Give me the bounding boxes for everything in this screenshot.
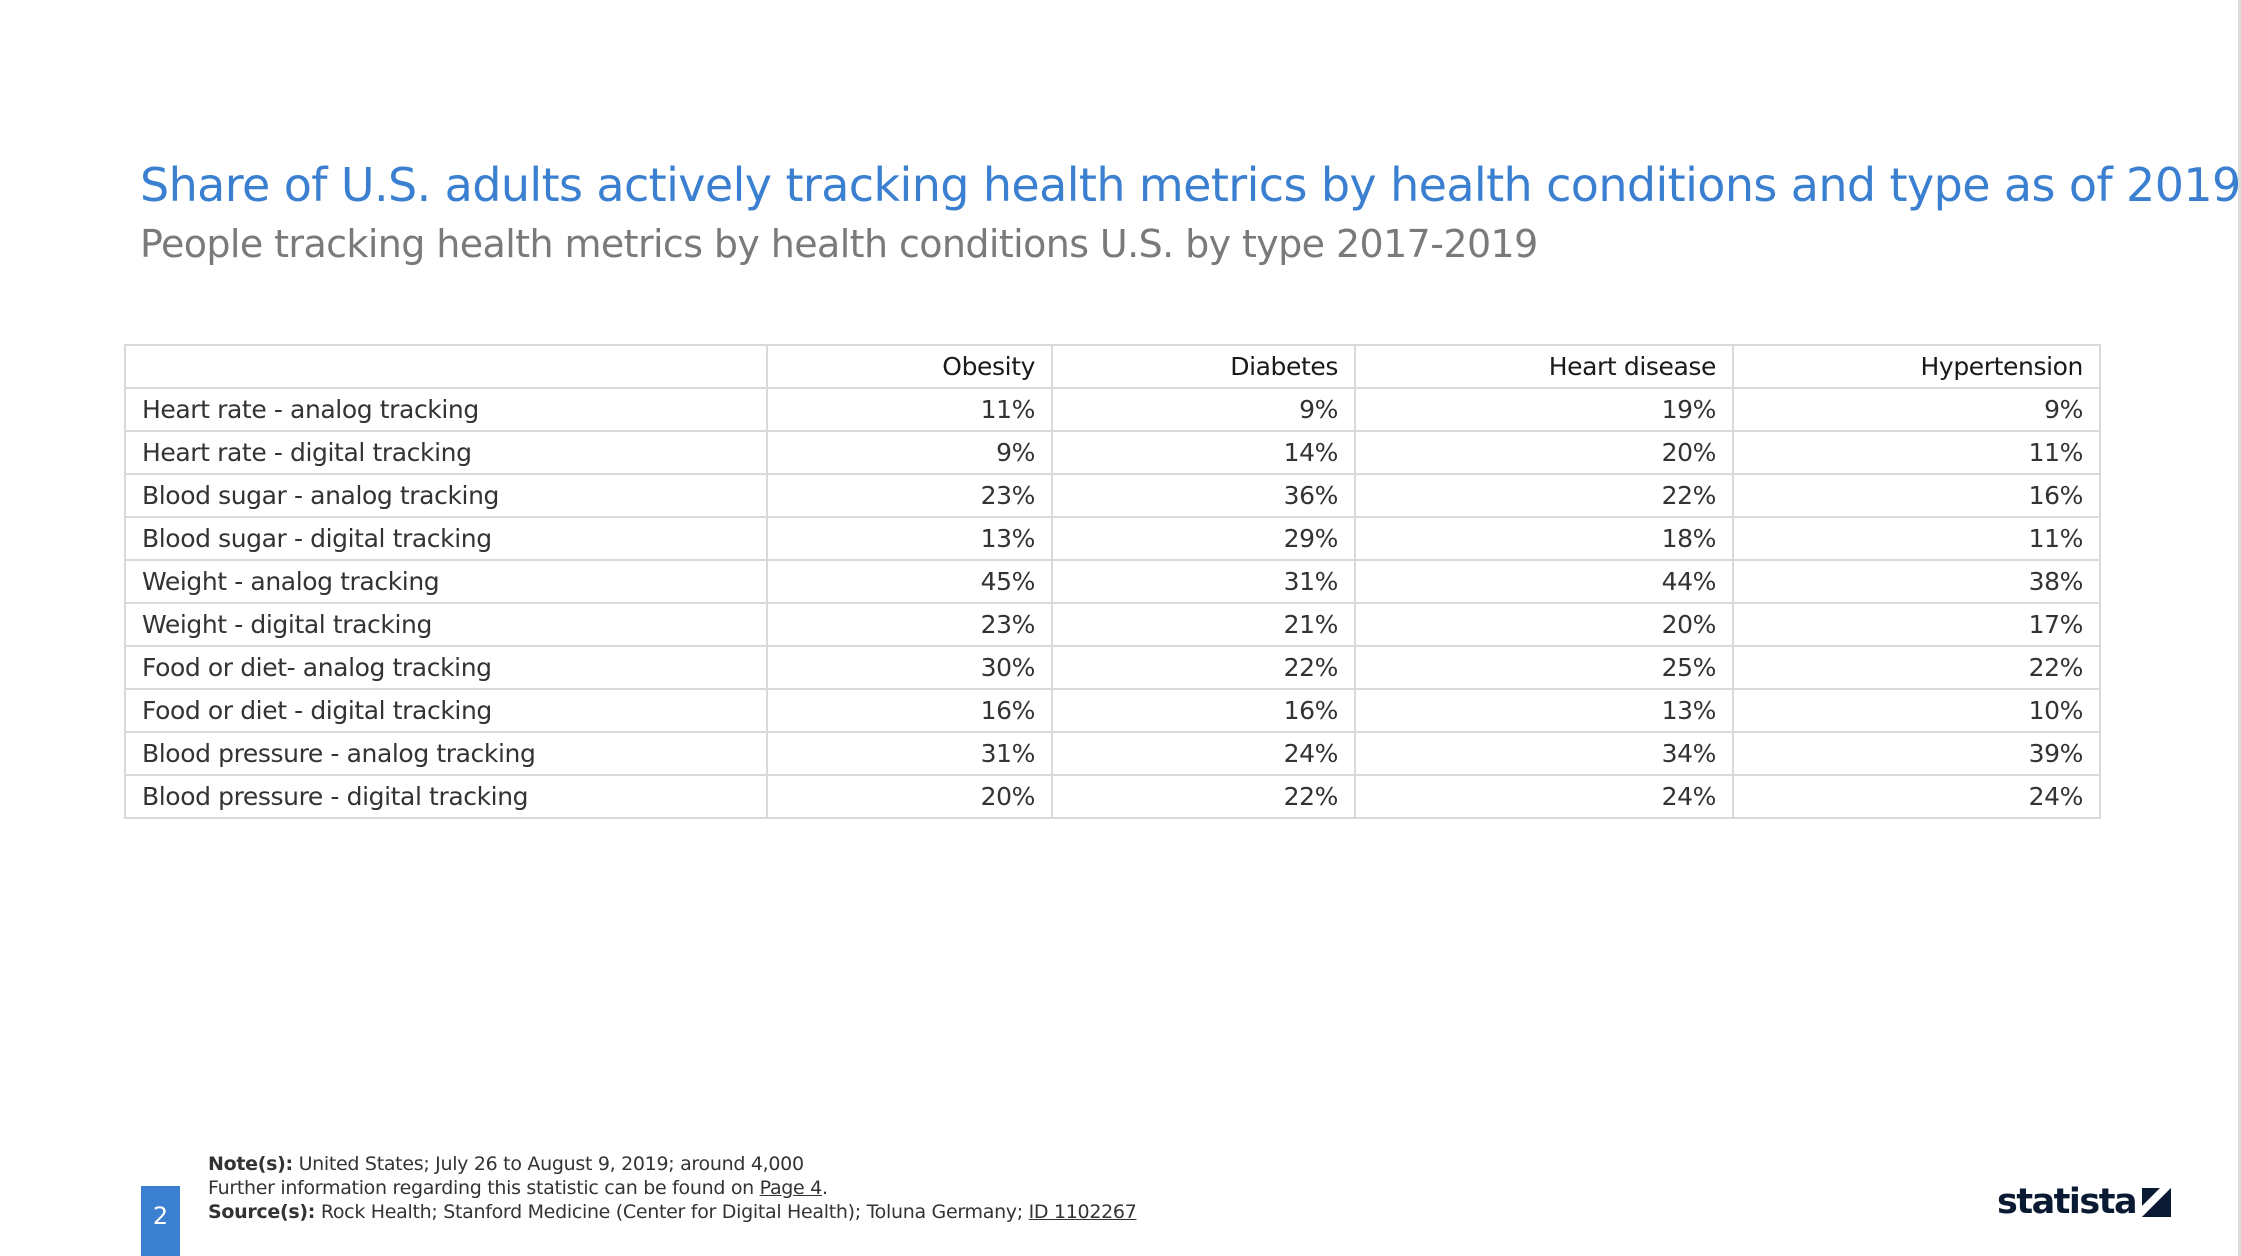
value-cell: 36%: [1051, 473, 1356, 518]
value-cell: 9%: [1732, 387, 2101, 432]
footnotes: Note(s): United States; July 26 to Augus…: [208, 1152, 1137, 1224]
table-row: Blood pressure - analog tracking 31% 24% 34…: [124, 731, 2101, 776]
value-cell: 22%: [1051, 645, 1356, 690]
table-row: Blood sugar - analog tracking 23% 36% 22% 16…: [124, 473, 2101, 518]
column-header: Obesity: [766, 344, 1053, 389]
value-cell: 9%: [1051, 387, 1356, 432]
value-cell: 11%: [1732, 430, 2101, 475]
value-cell: 11%: [766, 387, 1053, 432]
value-cell: 18%: [1354, 516, 1734, 561]
value-cell: 16%: [766, 688, 1053, 733]
table-row: Blood pressure - digital tracking 20% 22% 2…: [124, 774, 2101, 819]
table-row: Heart rate - analog tracking 11% 9% 19% 9%: [124, 387, 2101, 432]
page-number-badge: 2: [141, 1186, 180, 1256]
table-row: Food or diet - digital tracking 16% 16% 13%…: [124, 688, 2101, 733]
value-cell: 29%: [1051, 516, 1356, 561]
value-cell: 24%: [1732, 774, 2101, 819]
row-label: Blood sugar - digital tracking: [124, 516, 768, 561]
value-cell: 23%: [766, 473, 1053, 518]
row-label: Blood pressure - analog tracking: [124, 731, 768, 776]
table-row: Heart rate - digital tracking 9% 14% 20% 11%: [124, 430, 2101, 475]
table-row: Blood sugar - digital tracking 13% 29% 18% 1…: [124, 516, 2101, 561]
table-row: Food or diet- analog tracking 30% 22% 25% 22…: [124, 645, 2101, 690]
value-cell: 11%: [1732, 516, 2101, 561]
row-label: Weight - digital tracking: [124, 602, 768, 647]
note-line: Note(s): United States; July 26 to Augus…: [208, 1152, 1137, 1176]
value-cell: 13%: [1354, 688, 1734, 733]
further-info-line: Further information regarding this stati…: [208, 1176, 1137, 1200]
header-cell-empty: [124, 344, 768, 389]
chart-subtitle: People tracking health metrics by health…: [140, 222, 1538, 266]
row-label: Food or diet- analog tracking: [124, 645, 768, 690]
value-cell: 22%: [1354, 473, 1734, 518]
value-cell: 24%: [1354, 774, 1734, 819]
logo-wordmark: statista: [1997, 1182, 2138, 1222]
column-header: Diabetes: [1051, 344, 1356, 389]
value-cell: 16%: [1732, 473, 2101, 518]
value-cell: 20%: [766, 774, 1053, 819]
row-label: Blood sugar - analog tracking: [124, 473, 768, 518]
row-label: Food or diet - digital tracking: [124, 688, 768, 733]
value-cell: 14%: [1051, 430, 1356, 475]
value-cell: 9%: [766, 430, 1053, 475]
statista-mark-icon: [2142, 1187, 2172, 1217]
further-info-text: Further information regarding this stati…: [208, 1177, 760, 1199]
page-link[interactable]: Page 4: [759, 1177, 823, 1199]
value-cell: 39%: [1732, 731, 2101, 776]
source-line: Source(s): Rock Health; Stanford Medicin…: [208, 1200, 1137, 1224]
value-cell: 24%: [1051, 731, 1356, 776]
value-cell: 19%: [1354, 387, 1734, 432]
value-cell: 21%: [1051, 602, 1356, 647]
value-cell: 22%: [1051, 774, 1356, 819]
value-cell: 17%: [1732, 602, 2101, 647]
value-cell: 34%: [1354, 731, 1734, 776]
statista-logo: statista: [1997, 1180, 2172, 1224]
value-cell: 31%: [766, 731, 1053, 776]
value-cell: 20%: [1354, 602, 1734, 647]
data-table: Obesity Diabetes Heart disease Hypertension…: [124, 344, 2101, 819]
value-cell: 23%: [766, 602, 1053, 647]
column-header: Heart disease: [1354, 344, 1734, 389]
value-cell: 25%: [1354, 645, 1734, 690]
notes-text: United States; July 26 to August 9, 2019…: [298, 1153, 804, 1175]
table-row: Weight - analog tracking 45% 31% 44% 38%: [124, 559, 2101, 604]
value-cell: 31%: [1051, 559, 1356, 604]
table-header-row: Obesity Diabetes Heart disease Hypertension: [124, 344, 2101, 389]
source-label: Source(s):: [208, 1201, 316, 1223]
value-cell: 38%: [1732, 559, 2101, 604]
value-cell: 22%: [1732, 645, 2101, 690]
statistic-id-link[interactable]: ID 1102267: [1028, 1201, 1137, 1223]
row-label: Blood pressure - digital tracking: [124, 774, 768, 819]
value-cell: 10%: [1732, 688, 2101, 733]
notes-label: Note(s):: [208, 1153, 293, 1175]
page-edge-divider: [2238, 0, 2241, 1256]
value-cell: 20%: [1354, 430, 1734, 475]
value-cell: 44%: [1354, 559, 1734, 604]
value-cell: 45%: [766, 559, 1053, 604]
value-cell: 16%: [1051, 688, 1356, 733]
column-header: Hypertension: [1732, 344, 2101, 389]
chart-title: Share of U.S. adults actively tracking h…: [140, 158, 2241, 212]
table-row: Weight - digital tracking 23% 21% 20% 17%: [124, 602, 2101, 647]
value-cell: 30%: [766, 645, 1053, 690]
row-label: Heart rate - digital tracking: [124, 430, 768, 475]
value-cell: 13%: [766, 516, 1053, 561]
row-label: Weight - analog tracking: [124, 559, 768, 604]
row-label: Heart rate - analog tracking: [124, 387, 768, 432]
further-info-end: .: [821, 1177, 828, 1199]
table-body: Heart rate - analog tracking 11% 9% 19% 9% He…: [124, 387, 2101, 819]
source-text: Rock Health; Stanford Medicine (Center f…: [320, 1201, 1029, 1223]
